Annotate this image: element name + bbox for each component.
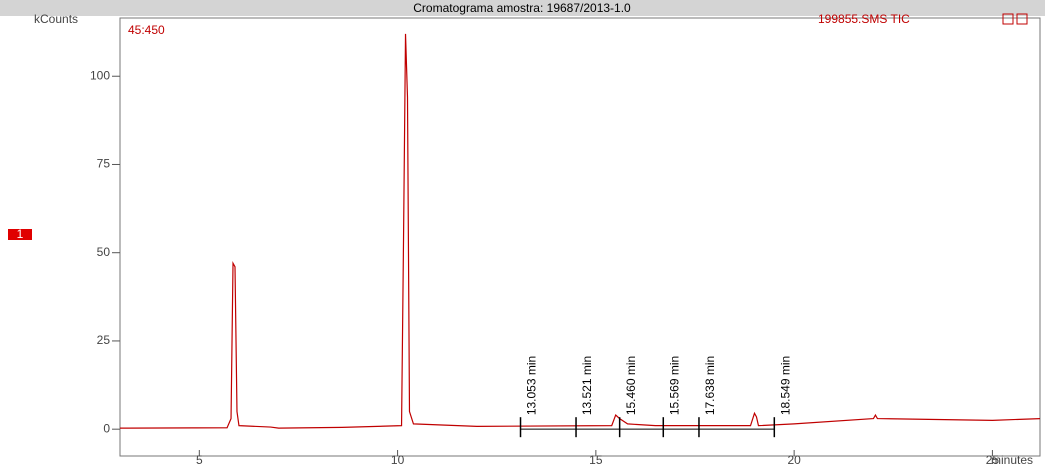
- ion-label: 45:450: [128, 23, 165, 37]
- x-tick-label: 10: [391, 453, 405, 466]
- x-axis-label: minutes: [991, 453, 1033, 466]
- x-tick-label: 5: [196, 453, 203, 466]
- peak-label: 15.569 min: [667, 356, 681, 415]
- peak-label: 13.053 min: [525, 356, 539, 415]
- y-tick-label: 0: [103, 421, 110, 435]
- trace-index: 1: [17, 227, 24, 241]
- x-tick-label: 25: [986, 453, 1000, 466]
- x-tick-label: 15: [589, 453, 603, 466]
- y-axis-label: kCounts: [34, 12, 78, 26]
- window-button[interactable]: [1002, 13, 1014, 25]
- title-bar: [0, 0, 1045, 16]
- peak-label: 18.549 min: [778, 356, 792, 415]
- y-tick-label: 75: [97, 157, 111, 171]
- peak-label: 17.638 min: [703, 356, 717, 415]
- trace-badge: [8, 229, 32, 240]
- x-tick-label: 20: [787, 453, 801, 466]
- close-button[interactable]: [1016, 13, 1028, 25]
- y-tick-label: 100: [90, 68, 110, 82]
- peak-label: 15.460 min: [624, 356, 638, 415]
- y-tick-label: 50: [97, 245, 111, 259]
- plot-area: [119, 17, 1041, 457]
- chart-title: Cromatograma amostra: 19687/2013-1.0: [413, 1, 631, 15]
- trace-label: 199855.SMS TIC: [818, 12, 910, 26]
- y-tick-label: 25: [97, 333, 111, 347]
- peak-label: 13.521 min: [580, 356, 594, 415]
- trace-line: [119, 33, 1041, 429]
